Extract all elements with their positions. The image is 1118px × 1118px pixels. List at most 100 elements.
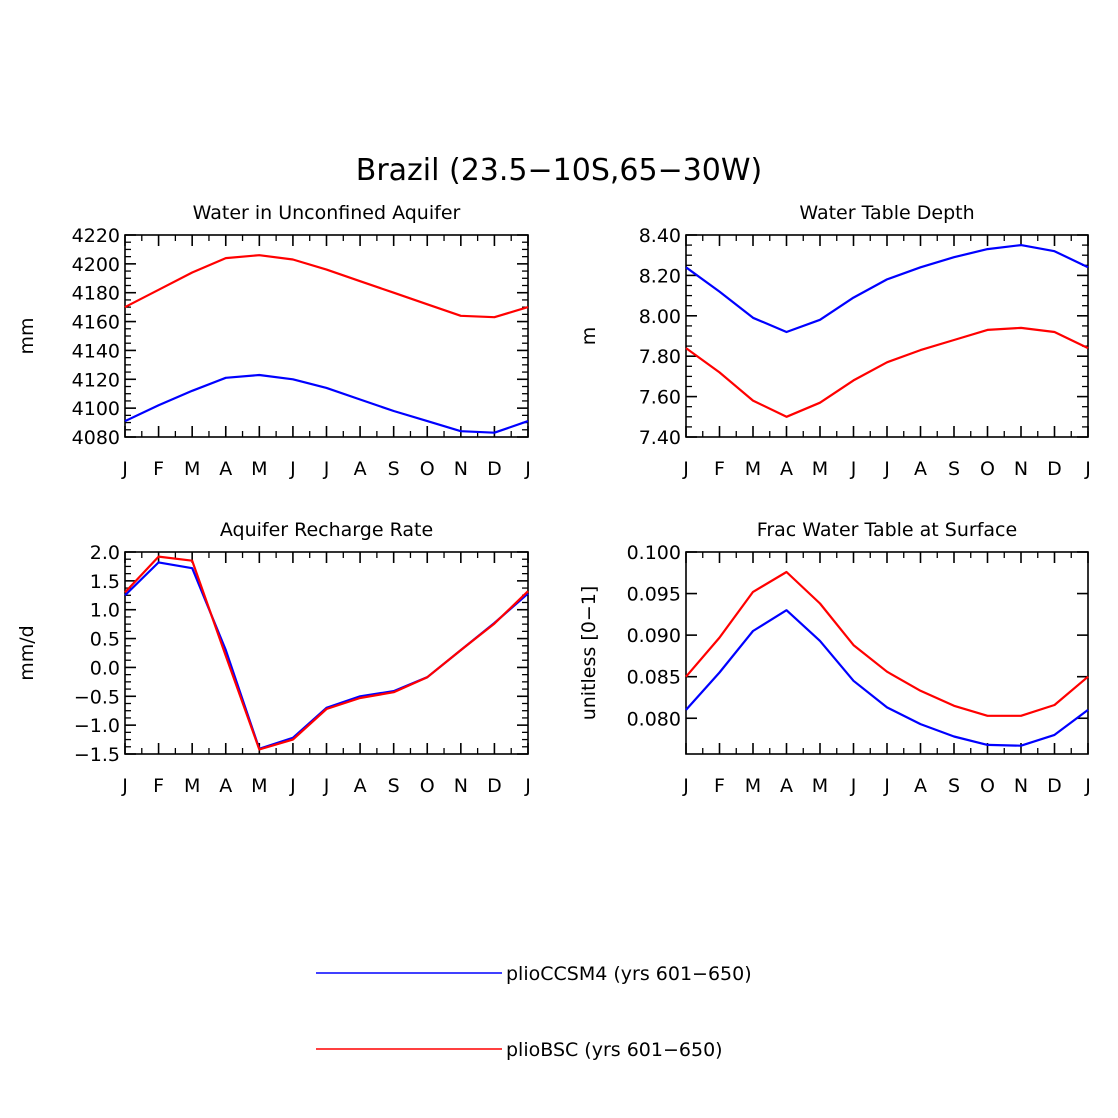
- x-tick-label: S: [948, 458, 960, 480]
- x-tick-label: M: [251, 775, 267, 797]
- x-tick-label: A: [354, 775, 367, 797]
- x-tick-label: M: [251, 458, 267, 480]
- x-tick-label: J: [850, 458, 857, 480]
- y-tick-label: 4080: [72, 427, 120, 449]
- y-axis-label: m: [578, 327, 600, 346]
- y-tick-label: 7.40: [639, 427, 681, 449]
- y-tick-label: 2.0: [90, 542, 120, 564]
- figure-title: Brazil (23.5−10S,65−30W): [356, 153, 763, 188]
- y-tick-label: 1.5: [90, 571, 120, 593]
- panel-title: Water in Unconfined Aquifer: [193, 202, 461, 224]
- y-tick-label: 4180: [72, 283, 120, 305]
- y-tick-label: −1.5: [74, 744, 120, 766]
- x-tick-label: J: [1084, 775, 1091, 797]
- legend: plioCCSM4 (yrs 601−650) plioBSC (yrs 601…: [316, 963, 752, 1061]
- x-tick-label: F: [153, 458, 164, 480]
- x-tick-label: F: [714, 775, 725, 797]
- y-tick-label: −1.0: [74, 715, 120, 737]
- x-tick-label: S: [388, 775, 400, 797]
- chart-panel-4: Frac Water Table at Surface unitless [0−1…: [578, 519, 1091, 797]
- x-tick-label: M: [184, 458, 200, 480]
- y-tick-label: 7.80: [639, 346, 681, 368]
- y-tick-label: 4100: [72, 398, 120, 420]
- y-tick-label: 0.0: [90, 657, 120, 679]
- x-tick-label: F: [153, 775, 164, 797]
- x-tick-label: J: [682, 458, 689, 480]
- x-tick-label: F: [714, 458, 725, 480]
- series-line-plioBSC: [685, 326, 1089, 418]
- series-line-plioCCSM4: [685, 609, 1089, 747]
- y-tick-label: 4200: [72, 254, 120, 276]
- y-tick-label: 4220: [72, 225, 120, 247]
- x-tick-label: S: [388, 458, 400, 480]
- x-tick-label: J: [524, 458, 531, 480]
- x-tick-label: J: [289, 458, 296, 480]
- series-line-plioBSC: [124, 555, 529, 751]
- y-tick-label: 0.090: [627, 625, 681, 647]
- y-tick-label: 8.20: [639, 265, 681, 287]
- x-tick-label: A: [219, 458, 232, 480]
- x-tick-label: A: [780, 458, 793, 480]
- y-tick-label: −0.5: [74, 686, 120, 708]
- legend-label-plioBSC: plioBSC (yrs 601−650): [506, 1039, 723, 1061]
- x-tick-label: J: [323, 775, 330, 797]
- y-tick-label: 8.40: [639, 225, 681, 247]
- legend-label-plioCCSM4: plioCCSM4 (yrs 601−650): [506, 963, 752, 985]
- x-tick-label: J: [883, 458, 890, 480]
- x-tick-label: D: [1047, 458, 1062, 480]
- x-tick-label: J: [121, 458, 128, 480]
- x-tick-label: M: [745, 775, 761, 797]
- x-tick-label: J: [289, 775, 296, 797]
- y-tick-label: 4140: [72, 340, 120, 362]
- x-tick-label: O: [420, 458, 435, 480]
- x-tick-label: N: [1014, 775, 1028, 797]
- x-tick-label: J: [682, 775, 689, 797]
- series-line-plioBSC: [685, 570, 1089, 717]
- x-tick-label: M: [812, 775, 828, 797]
- y-tick-label: 4120: [72, 369, 120, 391]
- y-tick-label: 4160: [72, 312, 120, 334]
- x-tick-label: A: [914, 775, 927, 797]
- x-tick-label: N: [1014, 458, 1028, 480]
- x-tick-label: J: [323, 458, 330, 480]
- panel-title: Frac Water Table at Surface: [757, 519, 1017, 541]
- y-tick-label: 0.080: [627, 708, 681, 730]
- x-tick-label: A: [354, 458, 367, 480]
- x-tick-label: O: [980, 458, 995, 480]
- x-tick-label: J: [850, 775, 857, 797]
- x-tick-label: O: [420, 775, 435, 797]
- x-tick-label: J: [1084, 458, 1091, 480]
- x-tick-label: N: [454, 775, 468, 797]
- x-tick-label: M: [184, 775, 200, 797]
- x-tick-label: A: [914, 458, 927, 480]
- y-tick-label: 8.00: [639, 306, 681, 328]
- x-tick-label: D: [487, 458, 502, 480]
- panel-title: Aquifer Recharge Rate: [220, 519, 433, 541]
- series-line-plioCCSM4: [124, 373, 529, 434]
- panel-title: Water Table Depth: [799, 202, 974, 224]
- series-line-plioCCSM4: [685, 244, 1089, 334]
- x-tick-label: D: [487, 775, 502, 797]
- y-axis-label: mm/d: [16, 625, 38, 680]
- x-tick-label: N: [454, 458, 468, 480]
- x-tick-label: S: [948, 775, 960, 797]
- x-tick-label: O: [980, 775, 995, 797]
- x-tick-label: J: [524, 775, 531, 797]
- x-tick-label: M: [745, 458, 761, 480]
- y-tick-label: 7.60: [639, 387, 681, 409]
- y-tick-label: 0.095: [627, 584, 681, 606]
- x-tick-label: M: [812, 458, 828, 480]
- x-tick-label: J: [121, 775, 128, 797]
- series-line-plioBSC: [124, 254, 529, 319]
- y-axis-label: mm: [16, 317, 38, 354]
- x-tick-label: A: [780, 775, 793, 797]
- y-axis-label: unitless [0−1]: [578, 586, 600, 721]
- y-tick-label: 0.100: [627, 542, 681, 564]
- x-tick-label: J: [883, 775, 890, 797]
- y-tick-label: 0.085: [627, 667, 681, 689]
